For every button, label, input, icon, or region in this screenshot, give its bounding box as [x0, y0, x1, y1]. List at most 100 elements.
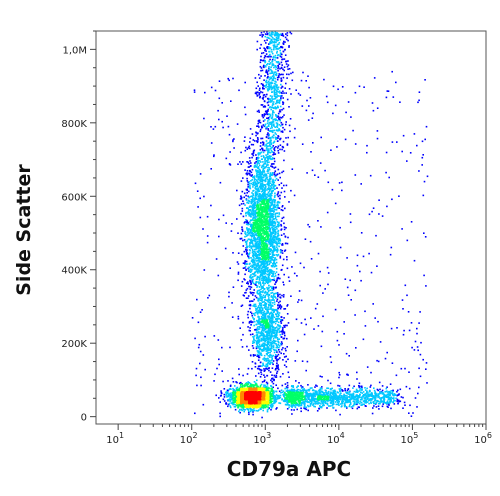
- event-dot: [274, 38, 277, 41]
- event-dot: [252, 143, 255, 146]
- event-dot: [300, 299, 303, 302]
- event-dot: [366, 387, 368, 390]
- event-dot: [258, 249, 261, 252]
- event-dot: [259, 181, 262, 183]
- event-dot: [250, 232, 253, 235]
- event-dot: [259, 324, 262, 326]
- event-dot: [272, 225, 275, 227]
- event-dot: [364, 325, 367, 327]
- event-dot: [301, 389, 304, 392]
- event-dot: [271, 309, 274, 312]
- event-dot: [350, 398, 352, 400]
- event-dot: [341, 400, 343, 403]
- event-dot: [255, 340, 258, 343]
- event-dot: [268, 130, 271, 132]
- event-dot: [259, 243, 261, 246]
- event-dot: [259, 334, 261, 337]
- event-dot: [326, 402, 328, 405]
- event-dot: [275, 344, 278, 347]
- event-dot: [258, 343, 261, 346]
- event-dot: [308, 401, 311, 403]
- event-dot: [218, 97, 221, 100]
- event-dot: [363, 86, 365, 88]
- event-dot: [326, 101, 329, 104]
- event-dot: [248, 266, 250, 269]
- event-dot: [306, 399, 308, 401]
- event-dot: [225, 222, 227, 224]
- event-dot: [270, 346, 273, 348]
- event-dot: [349, 401, 352, 404]
- event-dot: [370, 402, 372, 404]
- event-dot: [269, 271, 271, 274]
- event-dot: [286, 324, 288, 327]
- event-dot: [250, 238, 253, 241]
- event-dot: [261, 126, 264, 129]
- event-dot: [390, 399, 392, 401]
- event-dot: [251, 213, 254, 215]
- event-dot: [257, 262, 260, 264]
- event-dot: [256, 188, 259, 191]
- event-dot: [248, 206, 251, 208]
- event-dot: [270, 139, 272, 142]
- event-dot: [268, 255, 270, 257]
- event-dot: [318, 389, 320, 392]
- event-dot: [333, 392, 335, 395]
- event-dot: [307, 119, 310, 121]
- event-dot: [199, 311, 202, 313]
- event-dot: [307, 401, 309, 403]
- event-dot: [353, 385, 355, 388]
- event-dot: [396, 141, 398, 143]
- event-dot: [246, 227, 248, 229]
- event-dot: [274, 401, 276, 404]
- event-dot: [237, 273, 240, 275]
- event-dot: [262, 87, 264, 90]
- event-dot: [250, 245, 252, 248]
- event-dot: [379, 341, 382, 343]
- event-dot: [373, 77, 376, 79]
- event-dot: [229, 399, 232, 401]
- event-dot: [319, 270, 321, 273]
- event-dot: [263, 342, 266, 345]
- event-dot: [249, 230, 252, 232]
- event-dot: [255, 161, 257, 163]
- event-dot: [253, 179, 256, 181]
- event-dot: [378, 381, 381, 384]
- event-dot: [239, 408, 241, 411]
- event-dot: [289, 389, 291, 391]
- event-dot: [252, 342, 254, 344]
- event-dot: [269, 304, 271, 307]
- event-dot: [256, 166, 259, 168]
- event-dot: [391, 397, 394, 400]
- event-dot: [275, 85, 278, 88]
- event-dot: [304, 238, 307, 240]
- event-dot: [266, 310, 268, 312]
- event-dot: [265, 363, 268, 366]
- event-dot: [366, 401, 369, 403]
- event-dot: [251, 209, 254, 212]
- event-dot: [277, 149, 279, 152]
- event-dot: [300, 404, 303, 407]
- event-dot: [305, 400, 308, 403]
- event-dot: [348, 391, 351, 393]
- event-dot: [257, 178, 260, 181]
- event-dot: [263, 47, 265, 49]
- event-dot: [282, 281, 284, 284]
- event-dot: [275, 219, 278, 221]
- event-dot: [246, 373, 249, 375]
- event-dot: [275, 281, 277, 284]
- event-dot: [268, 83, 271, 85]
- event-dot: [253, 181, 256, 183]
- event-dot: [250, 143, 253, 146]
- event-dot: [276, 61, 279, 64]
- event-dot: [278, 345, 281, 347]
- event-dot: [278, 349, 280, 351]
- event-dot: [277, 273, 280, 276]
- event-dot: [251, 196, 254, 198]
- event-dot: [252, 336, 255, 339]
- event-dot: [393, 397, 395, 399]
- event-dot: [281, 348, 283, 351]
- event-dot: [413, 259, 416, 262]
- event-dot: [265, 339, 267, 341]
- event-dot: [242, 239, 244, 242]
- event-dot: [266, 193, 268, 196]
